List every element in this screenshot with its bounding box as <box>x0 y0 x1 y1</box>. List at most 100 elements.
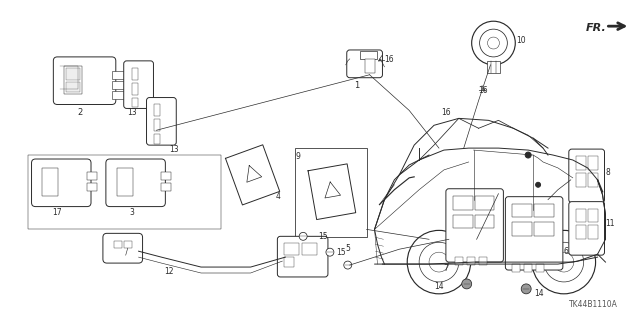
Bar <box>42 168 58 196</box>
FancyBboxPatch shape <box>53 57 116 105</box>
Circle shape <box>521 284 531 294</box>
Bar <box>295 148 367 237</box>
Bar <box>116 168 132 196</box>
Bar <box>64 66 82 93</box>
Text: 14: 14 <box>434 282 444 291</box>
Bar <box>479 257 486 265</box>
Text: TK44B1110A: TK44B1110A <box>568 300 618 309</box>
Bar <box>512 204 532 218</box>
Bar <box>132 83 138 94</box>
Bar <box>475 214 495 228</box>
Bar <box>365 59 374 73</box>
Bar <box>524 264 532 272</box>
Bar <box>112 91 124 99</box>
Text: 10: 10 <box>516 36 526 45</box>
Bar <box>588 156 598 170</box>
Text: 4: 4 <box>276 192 281 201</box>
Text: 16: 16 <box>385 55 394 64</box>
Text: 16: 16 <box>441 108 451 117</box>
Text: 14: 14 <box>534 289 544 298</box>
Text: 5: 5 <box>346 244 350 253</box>
Text: 1: 1 <box>354 81 359 90</box>
Bar <box>124 241 132 248</box>
Bar <box>534 222 554 236</box>
Bar <box>112 71 124 79</box>
Circle shape <box>461 279 472 289</box>
Circle shape <box>299 232 307 240</box>
Bar <box>87 172 97 180</box>
Bar <box>66 82 80 92</box>
Text: 3: 3 <box>129 208 134 217</box>
FancyBboxPatch shape <box>446 189 504 262</box>
Bar <box>28 155 221 229</box>
Bar <box>576 226 586 239</box>
FancyBboxPatch shape <box>31 159 91 207</box>
Text: 7: 7 <box>443 264 448 273</box>
Bar <box>284 257 294 267</box>
Circle shape <box>326 248 334 256</box>
Bar <box>132 68 138 80</box>
Bar <box>536 264 544 272</box>
Text: 13: 13 <box>170 145 179 154</box>
Bar <box>360 51 378 59</box>
Bar <box>576 156 586 170</box>
Bar <box>302 243 317 255</box>
Bar <box>154 119 161 131</box>
Bar <box>576 209 586 222</box>
FancyBboxPatch shape <box>347 50 383 78</box>
FancyBboxPatch shape <box>277 236 328 277</box>
Text: 17: 17 <box>52 208 62 217</box>
Text: 16: 16 <box>479 85 488 95</box>
Text: 2: 2 <box>77 108 83 117</box>
Bar <box>154 134 161 144</box>
Bar <box>112 81 124 89</box>
Text: 9: 9 <box>295 152 300 161</box>
Text: 6: 6 <box>564 247 569 256</box>
Circle shape <box>488 37 499 49</box>
Circle shape <box>554 252 574 272</box>
Circle shape <box>525 152 531 158</box>
Text: 15: 15 <box>336 248 346 257</box>
Text: 11: 11 <box>605 219 615 228</box>
FancyBboxPatch shape <box>569 149 605 203</box>
Bar <box>87 183 97 191</box>
Text: FR.: FR. <box>586 23 607 33</box>
Circle shape <box>472 21 515 65</box>
Bar <box>66 68 80 80</box>
Bar <box>534 204 554 218</box>
Bar <box>455 257 463 265</box>
Bar <box>475 196 495 210</box>
Circle shape <box>419 242 459 282</box>
FancyBboxPatch shape <box>506 197 563 270</box>
Circle shape <box>429 252 449 272</box>
FancyBboxPatch shape <box>124 61 154 108</box>
Circle shape <box>532 230 596 294</box>
Bar <box>588 173 598 187</box>
Bar <box>453 196 473 210</box>
Text: 12: 12 <box>164 267 174 276</box>
Circle shape <box>479 29 508 57</box>
Bar <box>161 183 172 191</box>
Bar <box>576 173 586 187</box>
Circle shape <box>536 182 541 187</box>
Bar <box>486 61 500 73</box>
Bar <box>114 241 122 248</box>
Text: 8: 8 <box>605 168 611 177</box>
Bar <box>588 209 598 222</box>
Bar <box>132 98 138 108</box>
Bar <box>512 222 532 236</box>
Circle shape <box>407 230 470 294</box>
Bar <box>154 105 161 116</box>
FancyBboxPatch shape <box>106 159 165 207</box>
Bar <box>588 226 598 239</box>
Bar <box>161 172 172 180</box>
Text: 15: 15 <box>318 232 328 241</box>
Circle shape <box>544 242 584 282</box>
Bar <box>284 243 299 255</box>
FancyBboxPatch shape <box>103 234 143 263</box>
Text: 13: 13 <box>127 108 136 117</box>
Bar <box>453 214 473 228</box>
Bar <box>467 257 475 265</box>
FancyBboxPatch shape <box>147 98 176 145</box>
Circle shape <box>344 261 352 269</box>
